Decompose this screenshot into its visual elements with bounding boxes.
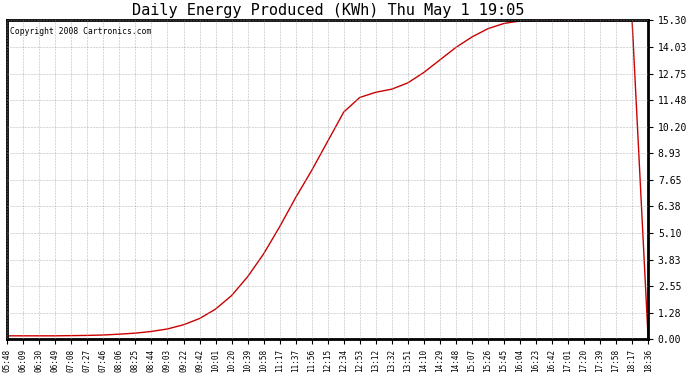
Title: Daily Energy Produced (KWh) Thu May 1 19:05: Daily Energy Produced (KWh) Thu May 1 19… [132, 3, 524, 18]
Text: Copyright 2008 Cartronics.com: Copyright 2008 Cartronics.com [10, 27, 152, 36]
